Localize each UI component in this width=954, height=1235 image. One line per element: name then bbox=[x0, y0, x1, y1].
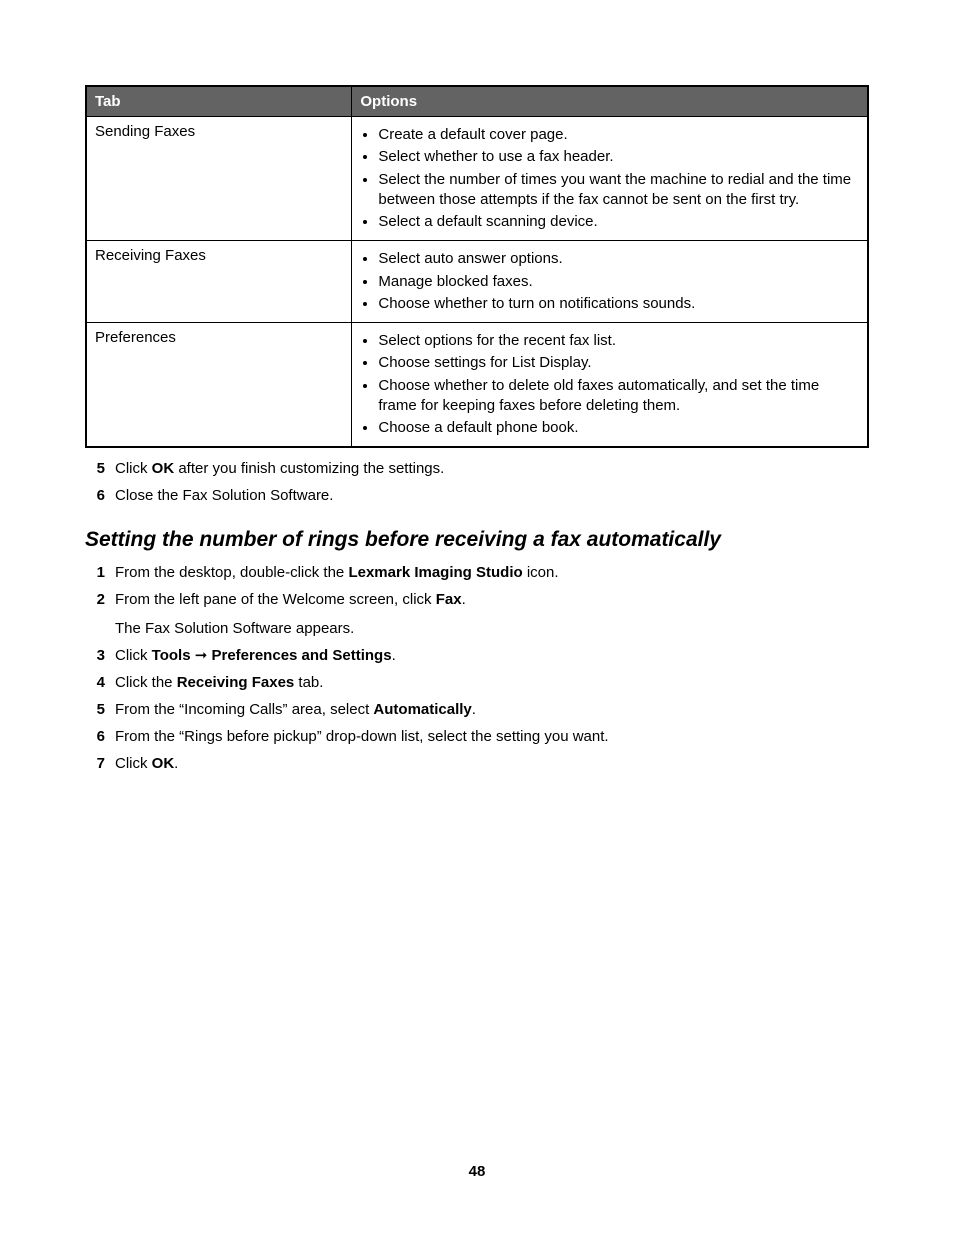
table-row: Receiving FaxesSelect auto answer option… bbox=[86, 241, 868, 323]
step-text: Click OK. bbox=[115, 753, 869, 774]
step-item: 4 Click the Receiving Faxes tab. bbox=[91, 672, 869, 693]
text-segment: . bbox=[472, 701, 476, 718]
options-list: Select options for the recent fax list.C… bbox=[360, 331, 859, 438]
step-body: From the “Rings before pickup” drop-down… bbox=[115, 726, 869, 747]
step-number: 4 bbox=[91, 672, 105, 693]
step-text: From the left pane of the Welcome screen… bbox=[115, 589, 869, 610]
bold-text: Receiving Faxes bbox=[177, 674, 295, 691]
text-segment: Click bbox=[115, 755, 152, 772]
options-list: Select auto answer options. Manage blocke… bbox=[360, 249, 859, 314]
table-cell-tab: Preferences bbox=[86, 323, 352, 448]
text-segment: . bbox=[392, 647, 396, 664]
option-item: Create a default cover page. bbox=[378, 125, 859, 145]
step-item: 6 Close the Fax Solution Software. bbox=[91, 485, 869, 506]
arrow-icon: ➞ bbox=[195, 647, 208, 664]
document-page: Tab Options Sending FaxesCreate a defaul… bbox=[0, 0, 954, 1235]
bold-text: Automatically bbox=[373, 701, 471, 718]
text-segment: . bbox=[462, 591, 466, 608]
step-text: From the desktop, double-click the Lexma… bbox=[115, 562, 869, 583]
step-item: 5 From the “Incoming Calls” area, select … bbox=[91, 699, 869, 720]
bold-text: Fax bbox=[436, 591, 462, 608]
text-segment: icon. bbox=[523, 564, 559, 581]
text-segment: From the “Incoming Calls” area, select bbox=[115, 701, 373, 718]
text-segment: . bbox=[174, 755, 178, 772]
step-number: 1 bbox=[91, 562, 105, 583]
table-cell-tab: Sending Faxes bbox=[86, 117, 352, 241]
table-cell-options: Select options for the recent fax list.C… bbox=[352, 323, 868, 448]
option-item: Choose settings for List Display. bbox=[378, 353, 859, 373]
text-segment: From the desktop, double-click the bbox=[115, 564, 348, 581]
table-header-row: Tab Options bbox=[86, 86, 868, 117]
option-item: Select auto answer options. bbox=[378, 249, 859, 269]
option-item: Select options for the recent fax list. bbox=[378, 331, 859, 351]
step-text: From the “Incoming Calls” area, select A… bbox=[115, 699, 869, 720]
options-table: Tab Options Sending FaxesCreate a defaul… bbox=[85, 85, 869, 448]
step-text: Click Tools ➞ Preferences and Settings. bbox=[115, 645, 869, 666]
text-segment: after you finish customizing the setting… bbox=[174, 460, 444, 477]
text-segment: Click bbox=[115, 460, 152, 477]
text-segment: Click the bbox=[115, 674, 177, 691]
step-body: From the left pane of the Welcome screen… bbox=[115, 589, 869, 639]
step-item: 3 Click Tools ➞ Preferences and Settings. bbox=[91, 645, 869, 666]
step-number: 6 bbox=[91, 726, 105, 747]
bold-text: OK bbox=[152, 460, 175, 477]
text-segment: From the left pane of the Welcome screen… bbox=[115, 591, 436, 608]
page-number: 48 bbox=[0, 1163, 954, 1180]
step-body: Click the Receiving Faxes tab. bbox=[115, 672, 869, 693]
step-number: 6 bbox=[91, 485, 105, 506]
table-row: PreferencesSelect options for the recent… bbox=[86, 323, 868, 448]
table-header-tab: Tab bbox=[86, 86, 352, 117]
option-item: Choose a default phone book. bbox=[378, 418, 859, 438]
text-segment: Close the Fax Solution Software. bbox=[115, 487, 333, 504]
bold-text: Lexmark Imaging Studio bbox=[348, 564, 522, 581]
step-item: 2 From the left pane of the Welcome scree… bbox=[91, 589, 869, 639]
option-item: Select whether to use a fax header. bbox=[378, 147, 859, 167]
step-number: 7 bbox=[91, 753, 105, 774]
options-list: Create a default cover page.Select wheth… bbox=[360, 125, 859, 232]
step-number: 3 bbox=[91, 645, 105, 666]
table-cell-options: Select auto answer options. Manage blocke… bbox=[352, 241, 868, 323]
step-number: 2 bbox=[91, 589, 105, 639]
step-body: Click Tools ➞ Preferences and Settings. bbox=[115, 645, 869, 666]
steps-list-section: 1 From the desktop, double-click the Lexm… bbox=[91, 562, 869, 774]
section-heading: Setting the number of rings before recei… bbox=[85, 528, 869, 552]
step-number: 5 bbox=[91, 699, 105, 720]
step-item: 6 From the “Rings before pickup” drop-dow… bbox=[91, 726, 869, 747]
step-body: Close the Fax Solution Software. bbox=[115, 485, 869, 506]
step-body: From the desktop, double-click the Lexma… bbox=[115, 562, 869, 583]
step-item: 1 From the desktop, double-click the Lexm… bbox=[91, 562, 869, 583]
step-item: 7 Click OK. bbox=[91, 753, 869, 774]
steps-list-continuation: 5 Click OK after you finish customizing t… bbox=[91, 458, 869, 506]
step-body: Click OK. bbox=[115, 753, 869, 774]
table-cell-tab: Receiving Faxes bbox=[86, 241, 352, 323]
option-item: Choose whether to turn on notifications … bbox=[378, 294, 859, 314]
bold-text: Preferences and Settings bbox=[211, 647, 391, 664]
step-text: Click OK after you finish customizing th… bbox=[115, 458, 869, 479]
step-number: 5 bbox=[91, 458, 105, 479]
step-sub-text: The Fax Solution Software appears. bbox=[115, 618, 869, 639]
step-text: Click the Receiving Faxes tab. bbox=[115, 672, 869, 693]
option-item: Manage blocked faxes. bbox=[378, 272, 859, 292]
text-segment: Click bbox=[115, 647, 152, 664]
text-segment: tab. bbox=[294, 674, 323, 691]
bold-text: OK bbox=[152, 755, 175, 772]
step-body: From the “Incoming Calls” area, select A… bbox=[115, 699, 869, 720]
table-cell-options: Create a default cover page.Select wheth… bbox=[352, 117, 868, 241]
option-item: Choose whether to delete old faxes autom… bbox=[378, 376, 859, 417]
step-body: Click OK after you finish customizing th… bbox=[115, 458, 869, 479]
table-header-options: Options bbox=[352, 86, 868, 117]
step-text: From the “Rings before pickup” drop-down… bbox=[115, 726, 869, 747]
option-item: Select the number of times you want the … bbox=[378, 170, 859, 211]
text-segment: From the “Rings before pickup” drop-down… bbox=[115, 728, 609, 745]
step-text: Close the Fax Solution Software. bbox=[115, 485, 869, 506]
table-row: Sending FaxesCreate a default cover page… bbox=[86, 117, 868, 241]
step-item: 5 Click OK after you finish customizing t… bbox=[91, 458, 869, 479]
option-item: Select a default scanning device. bbox=[378, 212, 859, 232]
bold-text: Tools bbox=[152, 647, 191, 664]
